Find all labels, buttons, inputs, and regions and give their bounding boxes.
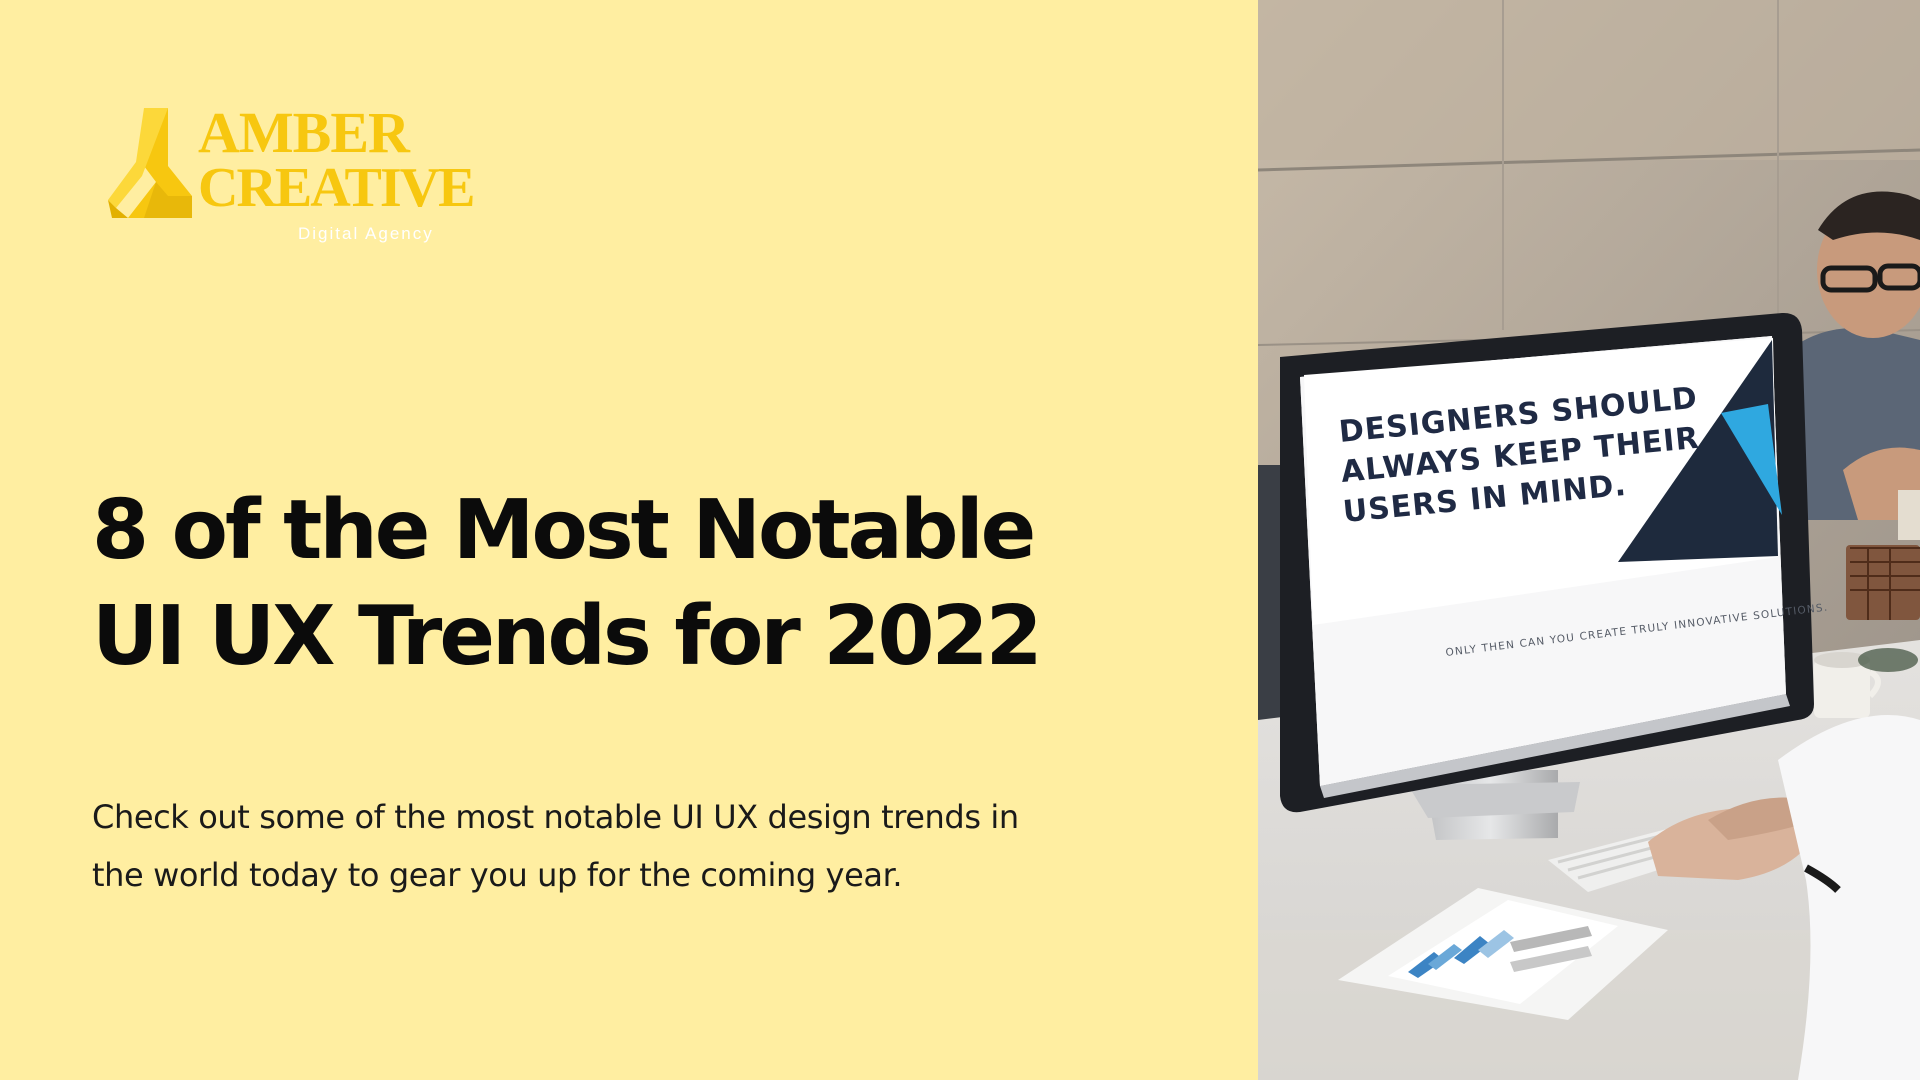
person-hands	[1648, 715, 1920, 1080]
office-photo: DESIGNERS SHOULD ALWAYS KEEP THEIR USERS…	[1258, 0, 1920, 1080]
page-title-line-1: 8 of the Most Notable	[92, 483, 1036, 578]
page-title: 8 of the Most Notable UI UX Trends for 2…	[92, 478, 1043, 690]
page-title-line-2: UI UX Trends for 2022	[92, 589, 1043, 684]
office-scene-illustration: DESIGNERS SHOULD ALWAYS KEEP THEIR USERS…	[1258, 0, 1920, 1080]
screen-blue-triangle	[1721, 404, 1782, 515]
description-line-1: Check out some of the most notable UI UX…	[92, 798, 1019, 836]
logo-wordmark: AMBER CREATIVE	[198, 100, 475, 219]
description-line-2: the world today to gear you up for the c…	[92, 856, 903, 894]
amber-logo-mark-icon	[108, 108, 192, 218]
left-panel: AMBER CREATIVE Digital Agency 8 of the M…	[92, 103, 1172, 904]
logo-word-amber: AMBER	[198, 100, 410, 165]
printed-chart-papers	[1338, 888, 1668, 1020]
background-person	[1778, 191, 1920, 520]
logo-word-creative: CREATIVE	[198, 157, 475, 219]
amber-creative-logo: AMBER CREATIVE Digital Agency	[108, 104, 475, 244]
monitor: DESIGNERS SHOULD ALWAYS KEEP THEIR USERS…	[1280, 312, 1829, 840]
desk-items	[1814, 490, 1920, 718]
description: Check out some of the most notable UI UX…	[92, 788, 1172, 904]
logo-tagline: Digital Agency	[298, 224, 434, 243]
screen-dark-triangle	[1618, 340, 1778, 562]
